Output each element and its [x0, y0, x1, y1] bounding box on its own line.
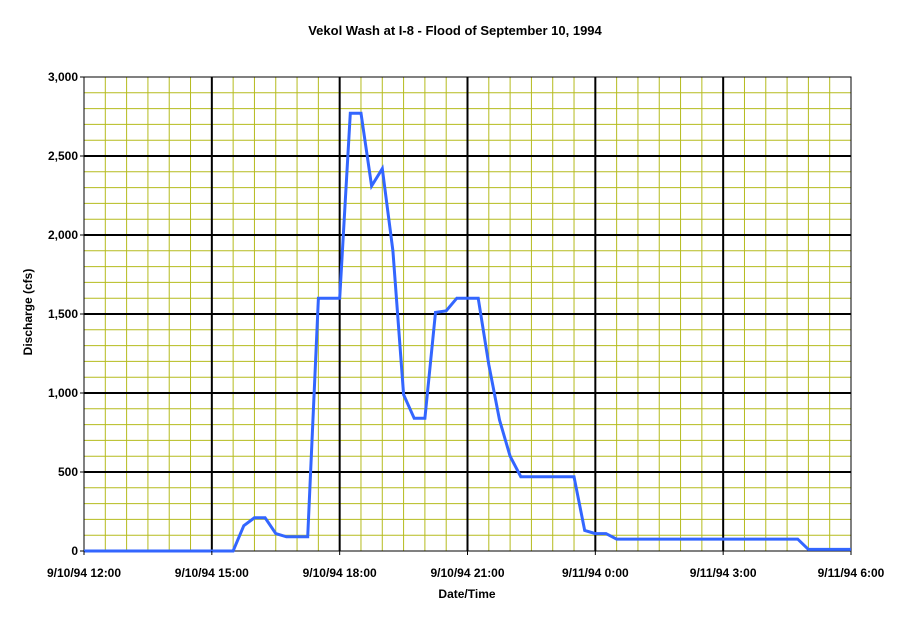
x-tick-label: 9/10/94 12:00 — [47, 566, 121, 580]
x-tick-label: 9/11/94 6:00 — [818, 566, 885, 580]
discharge-line — [84, 111, 851, 553]
y-tick-label: 0 — [71, 544, 78, 558]
x-tick-label: 9/10/94 21:00 — [430, 566, 504, 580]
y-tick-label: 2,500 — [48, 149, 78, 163]
chart-title: Vekol Wash at I-8 - Flood of September 1… — [308, 23, 602, 38]
x-axis-title: Date/Time — [438, 587, 495, 601]
x-axis-ticks: 9/10/94 12:00 9/10/94 15:00 9/10/94 18:00 9… — [47, 551, 885, 580]
x-tick-label: 9/11/94 3:00 — [690, 566, 757, 580]
x-tick-label: 9/10/94 15:00 — [175, 566, 249, 580]
y-axis-ticks: 0 500 1,000 1,500 2,000 2,500 3,000 — [48, 70, 84, 558]
y-tick-label: 1,000 — [48, 386, 78, 400]
y-axis-title: Discharge (cfs) — [21, 269, 35, 356]
x-tick-label: 9/11/94 0:00 — [562, 566, 629, 580]
y-tick-label: 1,500 — [48, 307, 78, 321]
y-tick-label: 3,000 — [48, 70, 78, 84]
major-gridlines — [84, 77, 851, 551]
y-tick-label: 2,000 — [48, 228, 78, 242]
y-tick-label: 500 — [58, 465, 78, 479]
x-tick-label: 9/10/94 18:00 — [303, 566, 377, 580]
